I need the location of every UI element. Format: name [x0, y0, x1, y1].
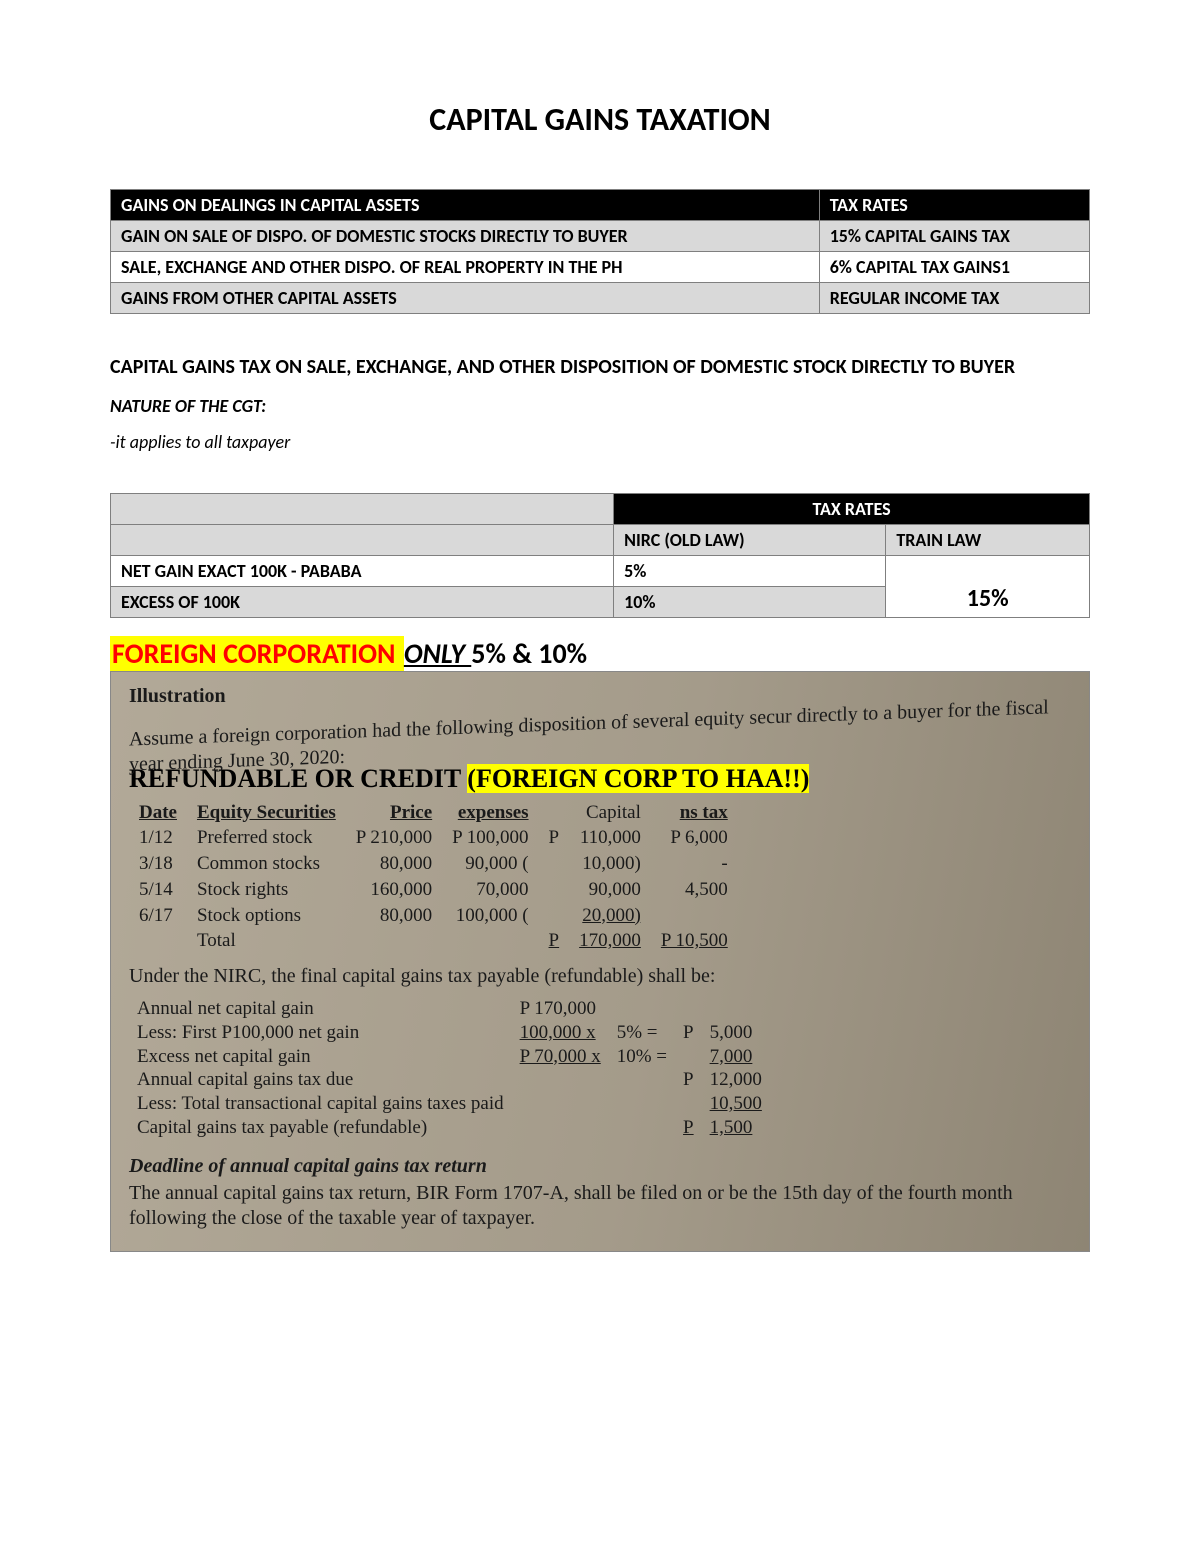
t1-r2c0: GAINS FROM OTHER CAPITAL ASSETS	[111, 283, 820, 314]
t1-r0c0: GAIN ON SALE OF DISPO. OF DOMESTIC STOCK…	[111, 221, 820, 252]
nature-label: NATURE OF THE CGT:	[110, 395, 1090, 417]
foreign-a: FOREIGN CORPORATION	[110, 636, 404, 671]
br0c1: Preferred stock	[187, 825, 346, 851]
t2-header: TAX RATES	[614, 494, 1090, 525]
c1e: 5,000	[702, 1021, 770, 1045]
page-title: CAPITAL GAINS TAXATION	[110, 100, 1090, 139]
book-table: Date Equity Securities Price expenses Ca…	[129, 800, 738, 955]
br2c4	[539, 877, 570, 903]
bh2: Price	[346, 800, 442, 826]
bh6: ns tax	[651, 800, 738, 826]
c5a: Capital gains tax payable (refundable)	[129, 1116, 512, 1140]
br2c1: Stock rights	[187, 877, 346, 903]
foreign-b: 5% & 10%	[471, 636, 587, 671]
foreign-only: ONLY	[404, 636, 471, 671]
br0c2: P 210,000	[346, 825, 442, 851]
br1c2: 80,000	[346, 851, 442, 877]
t2-sh0	[111, 525, 614, 556]
br2c5: 90,000	[569, 877, 651, 903]
c0b: P 170,000	[512, 997, 609, 1021]
br2c6: 4,500	[651, 877, 738, 903]
rates-table: TAX RATES NIRC (OLD LAW) TRAIN LAW NET G…	[110, 493, 1090, 618]
t2-r1c0: EXCESS OF 100K	[111, 587, 614, 618]
t1-r1c0: SALE, EXCHANGE AND OTHER DISPO. OF REAL …	[111, 252, 820, 283]
c1b: 100,000 x	[512, 1021, 609, 1045]
br3c3: 100,000 (	[442, 903, 538, 929]
br4c6: P 10,500	[651, 928, 738, 954]
br3c2: 80,000	[346, 903, 442, 929]
br1c3: 90,000 (	[442, 851, 538, 877]
br2c2: 160,000	[346, 877, 442, 903]
deadline-text: The annual capital gains tax return, BIR…	[129, 1181, 1071, 1231]
refund-b: (FOREIGN CORP TO HAA!!)	[467, 764, 809, 793]
c2b: P 70,000 x	[512, 1045, 609, 1069]
under-nirc: Under the NIRC, the final capital gains …	[129, 964, 1071, 989]
assume-text: Assume a foreign corporation had the fol…	[129, 711, 1071, 761]
bh0: Date	[129, 800, 187, 826]
br3c4	[539, 903, 570, 929]
calc-block: Annual net capital gainP 170,000 Less: F…	[129, 997, 1071, 1140]
c1a: Less: First P100,000 net gain	[129, 1021, 512, 1045]
c1c: 5% =	[609, 1021, 675, 1045]
scan-illustration: Illustration Assume a foreign corporatio…	[110, 671, 1090, 1252]
bh1: Equity Securities	[187, 800, 346, 826]
br0c3: P 100,000	[442, 825, 538, 851]
c0a: Annual net capital gain	[129, 997, 512, 1021]
t1-h1: GAINS ON DEALINGS IN CAPITAL ASSETS	[111, 190, 820, 221]
c2c: 10% =	[609, 1045, 675, 1069]
br4c5: 170,000	[569, 928, 651, 954]
br4c1: Total	[187, 928, 346, 954]
t2-r1c1: 10%	[614, 587, 886, 618]
subheading-cgt: CAPITAL GAINS TAX ON SALE, EXCHANGE, AND…	[110, 354, 1090, 381]
c1d: P	[675, 1021, 702, 1045]
t2-r0c1: 5%	[614, 556, 886, 587]
t2-train-15: 15%	[886, 556, 1090, 618]
deadline-heading: Deadline of annual capital gains tax ret…	[129, 1154, 1071, 1179]
t2-r0c0: NET GAIN EXACT 100K - PABABA	[111, 556, 614, 587]
br0c0: 1/12	[129, 825, 187, 851]
c4a: Less: Total transactional capital gains …	[129, 1092, 512, 1116]
br3c0: 6/17	[129, 903, 187, 929]
br2c3: 70,000	[442, 877, 538, 903]
c5d: P	[675, 1116, 702, 1140]
br1c5: 10,000)	[569, 851, 651, 877]
br4c4: P	[539, 928, 570, 954]
gains-table: GAINS ON DEALINGS IN CAPITAL ASSETS TAX …	[110, 189, 1090, 314]
br3c1: Stock options	[187, 903, 346, 929]
br1c6: -	[651, 851, 738, 877]
br4c0	[129, 928, 187, 954]
t1-r2c1: REGULAR INCOME TAX	[819, 283, 1089, 314]
bh3: expenses	[442, 800, 538, 826]
br3c5: 20,000)	[569, 903, 651, 929]
br0c4: P	[539, 825, 570, 851]
c3d: P	[675, 1068, 702, 1092]
t2-sh2: TRAIN LAW	[886, 525, 1090, 556]
c5e: 1,500	[702, 1116, 770, 1140]
br3c6	[651, 903, 738, 929]
t1-r1c1: 6% CAPITAL TAX GAINS1	[819, 252, 1089, 283]
c3e: 12,000	[702, 1068, 770, 1092]
foreign-corp-line: FOREIGN CORPORATION ONLY 5% & 10%	[110, 636, 1090, 671]
br2c0: 5/14	[129, 877, 187, 903]
br0c5: 110,000	[569, 825, 651, 851]
applies-text: -it applies to all taxpayer	[110, 431, 1090, 453]
t1-r0c1: 15% CAPITAL GAINS TAX	[819, 221, 1089, 252]
c2e: 7,000	[702, 1045, 770, 1069]
t2-sh1: NIRC (OLD LAW)	[614, 525, 886, 556]
c4e: 10,500	[702, 1092, 770, 1116]
t1-h2: TAX RATES	[819, 190, 1089, 221]
br1c0: 3/18	[129, 851, 187, 877]
c3a: Annual capital gains tax due	[129, 1068, 512, 1092]
br1c4	[539, 851, 570, 877]
c2a: Excess net capital gain	[129, 1045, 512, 1069]
br0c6: P 6,000	[651, 825, 738, 851]
bh5: Capital	[569, 800, 651, 826]
br1c1: Common stocks	[187, 851, 346, 877]
